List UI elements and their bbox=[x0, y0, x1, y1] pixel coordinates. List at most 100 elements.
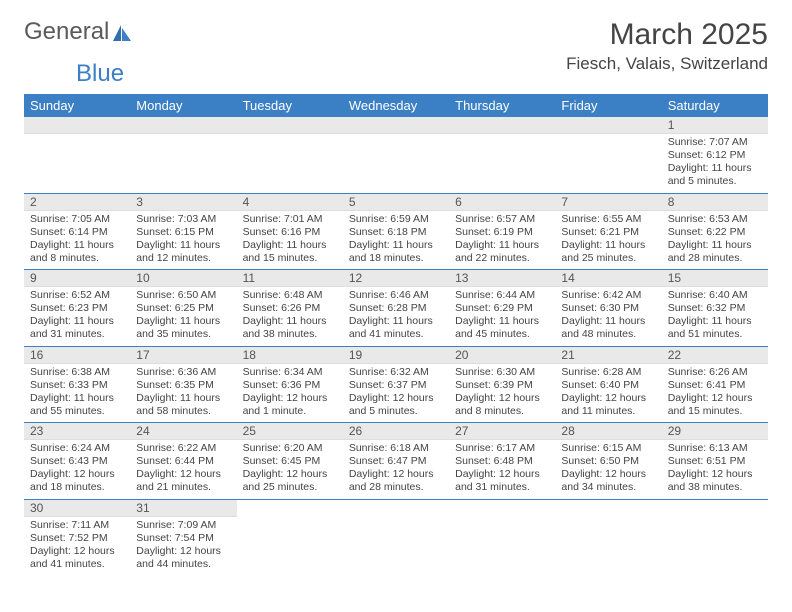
day-number: 7 bbox=[555, 194, 661, 211]
calendar-cell bbox=[449, 117, 555, 193]
sunrise-text: Sunrise: 6:13 AM bbox=[668, 442, 762, 455]
daylight-text: Daylight: 11 hours and 35 minutes. bbox=[136, 315, 230, 341]
sunrise-text: Sunrise: 6:44 AM bbox=[455, 289, 549, 302]
daylight-text: Daylight: 11 hours and 38 minutes. bbox=[243, 315, 337, 341]
daylight-text: Daylight: 12 hours and 1 minute. bbox=[243, 392, 337, 418]
sunrise-text: Sunrise: 6:24 AM bbox=[30, 442, 124, 455]
sunset-text: Sunset: 6:44 PM bbox=[136, 455, 230, 468]
calendar-cell: 17Sunrise: 6:36 AMSunset: 6:35 PMDayligh… bbox=[130, 346, 236, 423]
calendar-body: 1Sunrise: 7:07 AMSunset: 6:12 PMDaylight… bbox=[24, 117, 768, 575]
day-number-empty bbox=[130, 117, 236, 134]
calendar-cell bbox=[343, 117, 449, 193]
day-details: Sunrise: 6:22 AMSunset: 6:44 PMDaylight:… bbox=[130, 440, 236, 499]
day-number: 12 bbox=[343, 270, 449, 287]
calendar-cell bbox=[237, 499, 343, 575]
weekday-header: Thursday bbox=[449, 94, 555, 117]
day-number: 13 bbox=[449, 270, 555, 287]
day-number: 24 bbox=[130, 423, 236, 440]
day-details: Sunrise: 6:40 AMSunset: 6:32 PMDaylight:… bbox=[662, 287, 768, 346]
day-details: Sunrise: 6:30 AMSunset: 6:39 PMDaylight:… bbox=[449, 364, 555, 423]
calendar-cell: 7 Sunrise: 6:55 AMSunset: 6:21 PMDaylight… bbox=[555, 193, 661, 270]
calendar-cell: 15Sunrise: 6:40 AMSunset: 6:32 PMDayligh… bbox=[662, 270, 768, 347]
weekday-header: Saturday bbox=[662, 94, 768, 117]
day-details: Sunrise: 7:01 AMSunset: 6:16 PMDaylight:… bbox=[237, 211, 343, 270]
day-details: Sunrise: 6:44 AMSunset: 6:29 PMDaylight:… bbox=[449, 287, 555, 346]
daylight-text: Daylight: 11 hours and 15 minutes. bbox=[243, 239, 337, 265]
day-number: 3 bbox=[130, 194, 236, 211]
calendar-cell: 13Sunrise: 6:44 AMSunset: 6:29 PMDayligh… bbox=[449, 270, 555, 347]
day-details: Sunrise: 7:03 AMSunset: 6:15 PMDaylight:… bbox=[130, 211, 236, 270]
calendar-cell: 8Sunrise: 6:53 AMSunset: 6:22 PMDaylight… bbox=[662, 193, 768, 270]
day-details: Sunrise: 6:13 AMSunset: 6:51 PMDaylight:… bbox=[662, 440, 768, 499]
day-number-empty bbox=[237, 117, 343, 134]
day-details: Sunrise: 6:52 AMSunset: 6:23 PMDaylight:… bbox=[24, 287, 130, 346]
sunrise-text: Sunrise: 7:03 AM bbox=[136, 213, 230, 226]
daylight-text: Daylight: 11 hours and 5 minutes. bbox=[668, 162, 762, 188]
day-details: Sunrise: 6:59 AMSunset: 6:18 PMDaylight:… bbox=[343, 211, 449, 270]
calendar-cell bbox=[343, 499, 449, 575]
sunset-text: Sunset: 6:43 PM bbox=[30, 455, 124, 468]
daylight-text: Daylight: 11 hours and 25 minutes. bbox=[561, 239, 655, 265]
calendar-cell bbox=[237, 117, 343, 193]
calendar-cell bbox=[662, 499, 768, 575]
daylight-text: Daylight: 12 hours and 8 minutes. bbox=[455, 392, 549, 418]
weekday-header: Monday bbox=[130, 94, 236, 117]
calendar-cell: 22Sunrise: 6:26 AMSunset: 6:41 PMDayligh… bbox=[662, 346, 768, 423]
daylight-text: Daylight: 11 hours and 58 minutes. bbox=[136, 392, 230, 418]
sunset-text: Sunset: 6:48 PM bbox=[455, 455, 549, 468]
daylight-text: Daylight: 11 hours and 41 minutes. bbox=[349, 315, 443, 341]
calendar-cell: 21Sunrise: 6:28 AMSunset: 6:40 PMDayligh… bbox=[555, 346, 661, 423]
day-details: Sunrise: 6:32 AMSunset: 6:37 PMDaylight:… bbox=[343, 364, 449, 423]
calendar-row: 16Sunrise: 6:38 AMSunset: 6:33 PMDayligh… bbox=[24, 346, 768, 423]
calendar-row: 1Sunrise: 7:07 AMSunset: 6:12 PMDaylight… bbox=[24, 117, 768, 193]
daylight-text: Daylight: 12 hours and 31 minutes. bbox=[455, 468, 549, 494]
day-number: 16 bbox=[24, 347, 130, 364]
brand-logo: General bbox=[24, 18, 133, 46]
sunrise-text: Sunrise: 6:32 AM bbox=[349, 366, 443, 379]
day-details: Sunrise: 6:50 AMSunset: 6:25 PMDaylight:… bbox=[130, 287, 236, 346]
daylight-text: Daylight: 12 hours and 11 minutes. bbox=[561, 392, 655, 418]
calendar-cell: 24Sunrise: 6:22 AMSunset: 6:44 PMDayligh… bbox=[130, 423, 236, 500]
sunset-text: Sunset: 6:45 PM bbox=[243, 455, 337, 468]
sunrise-text: Sunrise: 6:15 AM bbox=[561, 442, 655, 455]
sunset-text: Sunset: 6:37 PM bbox=[349, 379, 443, 392]
day-details: Sunrise: 6:18 AMSunset: 6:47 PMDaylight:… bbox=[343, 440, 449, 499]
title-block: March 2025 Fiesch, Valais, Switzerland bbox=[566, 18, 768, 74]
calendar-cell: 20Sunrise: 6:30 AMSunset: 6:39 PMDayligh… bbox=[449, 346, 555, 423]
sunrise-text: Sunrise: 6:50 AM bbox=[136, 289, 230, 302]
sunrise-text: Sunrise: 7:05 AM bbox=[30, 213, 124, 226]
day-details: Sunrise: 6:26 AMSunset: 6:41 PMDaylight:… bbox=[662, 364, 768, 423]
sunset-text: Sunset: 6:41 PM bbox=[668, 379, 762, 392]
sunrise-text: Sunrise: 6:42 AM bbox=[561, 289, 655, 302]
calendar-cell: 26Sunrise: 6:18 AMSunset: 6:47 PMDayligh… bbox=[343, 423, 449, 500]
day-details: Sunrise: 6:20 AMSunset: 6:45 PMDaylight:… bbox=[237, 440, 343, 499]
daylight-text: Daylight: 12 hours and 38 minutes. bbox=[668, 468, 762, 494]
sunset-text: Sunset: 6:28 PM bbox=[349, 302, 443, 315]
daylight-text: Daylight: 11 hours and 48 minutes. bbox=[561, 315, 655, 341]
sunset-text: Sunset: 6:23 PM bbox=[30, 302, 124, 315]
calendar-cell: 14Sunrise: 6:42 AMSunset: 6:30 PMDayligh… bbox=[555, 270, 661, 347]
calendar-cell bbox=[555, 499, 661, 575]
day-number: 4 bbox=[237, 194, 343, 211]
calendar-cell: 5Sunrise: 6:59 AMSunset: 6:18 PMDaylight… bbox=[343, 193, 449, 270]
day-number: 29 bbox=[662, 423, 768, 440]
sunset-text: Sunset: 6:14 PM bbox=[30, 226, 124, 239]
sunset-text: Sunset: 6:33 PM bbox=[30, 379, 124, 392]
day-number: 19 bbox=[343, 347, 449, 364]
sunrise-text: Sunrise: 6:48 AM bbox=[243, 289, 337, 302]
calendar-cell: 2Sunrise: 7:05 AMSunset: 6:14 PMDaylight… bbox=[24, 193, 130, 270]
sunset-text: Sunset: 6:30 PM bbox=[561, 302, 655, 315]
sunset-text: Sunset: 6:22 PM bbox=[668, 226, 762, 239]
sunset-text: Sunset: 6:21 PM bbox=[561, 226, 655, 239]
day-number: 22 bbox=[662, 347, 768, 364]
sunrise-text: Sunrise: 6:20 AM bbox=[243, 442, 337, 455]
calendar-cell: 4Sunrise: 7:01 AMSunset: 6:16 PMDaylight… bbox=[237, 193, 343, 270]
sunrise-text: Sunrise: 6:55 AM bbox=[561, 213, 655, 226]
day-details: Sunrise: 6:46 AMSunset: 6:28 PMDaylight:… bbox=[343, 287, 449, 346]
sunset-text: Sunset: 6:32 PM bbox=[668, 302, 762, 315]
calendar-table: Sunday Monday Tuesday Wednesday Thursday… bbox=[24, 94, 768, 575]
day-number: 15 bbox=[662, 270, 768, 287]
day-details: Sunrise: 6:15 AMSunset: 6:50 PMDaylight:… bbox=[555, 440, 661, 499]
calendar-cell: 23Sunrise: 6:24 AMSunset: 6:43 PMDayligh… bbox=[24, 423, 130, 500]
weekday-header: Friday bbox=[555, 94, 661, 117]
